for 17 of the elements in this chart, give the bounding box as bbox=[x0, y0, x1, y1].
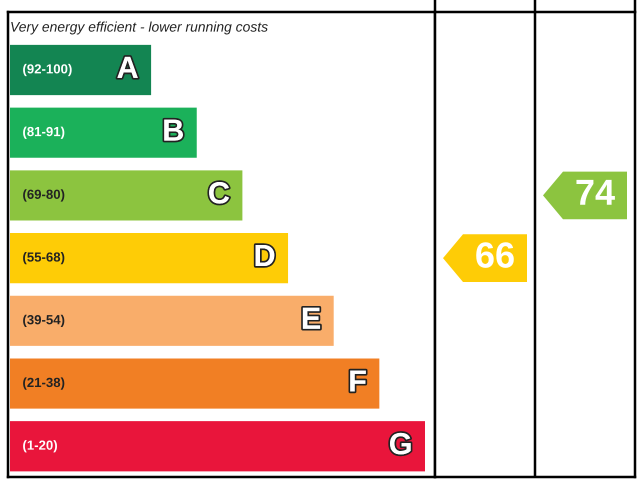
y-tick-label: A bbox=[117, 56, 138, 78]
y-tick-label: F bbox=[350, 370, 366, 392]
y-tick-label: G bbox=[390, 432, 411, 454]
text: 74 bbox=[576, 180, 615, 205]
y-tick-label: D bbox=[256, 245, 274, 266]
annotation: (92-100) bbox=[23, 64, 72, 76]
text: 66 bbox=[476, 242, 514, 268]
annotation: (39-54) bbox=[23, 314, 64, 327]
y-tick-label: E bbox=[302, 308, 320, 329]
annotation: (55-68) bbox=[23, 252, 64, 264]
text: Very energy efficient - lower running costs bbox=[11, 22, 268, 34]
annotation: (69-80) bbox=[23, 189, 64, 202]
annotation: (1-20) bbox=[23, 440, 57, 452]
annotation: (81-91) bbox=[23, 126, 64, 139]
y-tick-label: B bbox=[164, 120, 183, 141]
y-tick-label: C bbox=[209, 182, 230, 204]
annotation: (21-38) bbox=[23, 377, 64, 390]
